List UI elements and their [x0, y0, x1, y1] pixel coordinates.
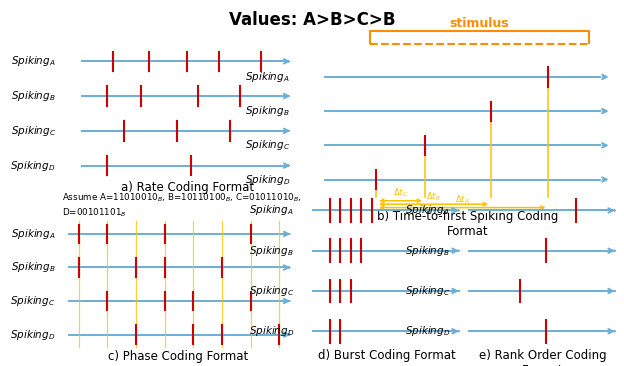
Text: $Spiking_A$: $Spiking_A$: [245, 70, 290, 84]
Text: $Spiking_B$: $Spiking_B$: [11, 89, 56, 103]
Text: e) Rank Order Coding
Format: e) Rank Order Coding Format: [479, 349, 607, 366]
Text: $\Delta t_C$: $\Delta t_C$: [393, 187, 408, 199]
Text: $Spiking_D$: $Spiking_D$: [405, 324, 450, 338]
Text: d) Burst Coding Format: d) Burst Coding Format: [318, 349, 456, 362]
Text: Assume A=11010010$_B$, B=10110100$_B$, C=01011010$_B$,
D=00101101$_B$: Assume A=11010010$_B$, B=10110100$_B$, C…: [62, 192, 302, 219]
Text: $Spiking_C$: $Spiking_C$: [245, 138, 290, 152]
Text: a) Rate Coding Format: a) Rate Coding Format: [120, 181, 254, 194]
Text: $Spiking_D$: $Spiking_D$: [10, 328, 56, 341]
Text: b) Time-to-first Spiking Coding
Format: b) Time-to-first Spiking Coding Format: [378, 210, 558, 238]
Text: $Spiking_B$: $Spiking_B$: [11, 261, 56, 274]
Text: $Spiking_A$: $Spiking_A$: [11, 54, 56, 68]
Text: $Spiking_C$: $Spiking_C$: [405, 284, 450, 298]
Text: $Spiking_A$: $Spiking_A$: [406, 203, 450, 217]
Text: $Spiking_B$: $Spiking_B$: [245, 104, 290, 118]
Text: $Spiking_C$: $Spiking_C$: [11, 124, 56, 138]
Text: $Spiking_A$: $Spiking_A$: [11, 227, 56, 241]
Text: $Spiking_B$: $Spiking_B$: [406, 244, 450, 258]
Text: $Spiking_D$: $Spiking_D$: [11, 158, 56, 173]
Text: Values: A>B>C>B: Values: A>B>C>B: [229, 11, 395, 29]
Text: $Spiking_B$: $Spiking_B$: [250, 244, 294, 258]
Text: $Spiking_D$: $Spiking_D$: [249, 324, 294, 338]
Text: stimulus: stimulus: [450, 17, 509, 30]
Text: $Spiking_C$: $Spiking_C$: [11, 294, 56, 308]
Text: c) Phase Coding Format: c) Phase Coding Format: [108, 350, 248, 363]
Text: $Spiking_D$: $Spiking_D$: [245, 172, 290, 187]
Text: $\Delta t_A$: $\Delta t_A$: [455, 194, 470, 206]
Text: $Spiking_A$: $Spiking_A$: [250, 203, 294, 217]
Text: $\Delta t_B$: $\Delta t_B$: [426, 190, 441, 203]
Text: $Spiking_C$: $Spiking_C$: [249, 284, 294, 298]
